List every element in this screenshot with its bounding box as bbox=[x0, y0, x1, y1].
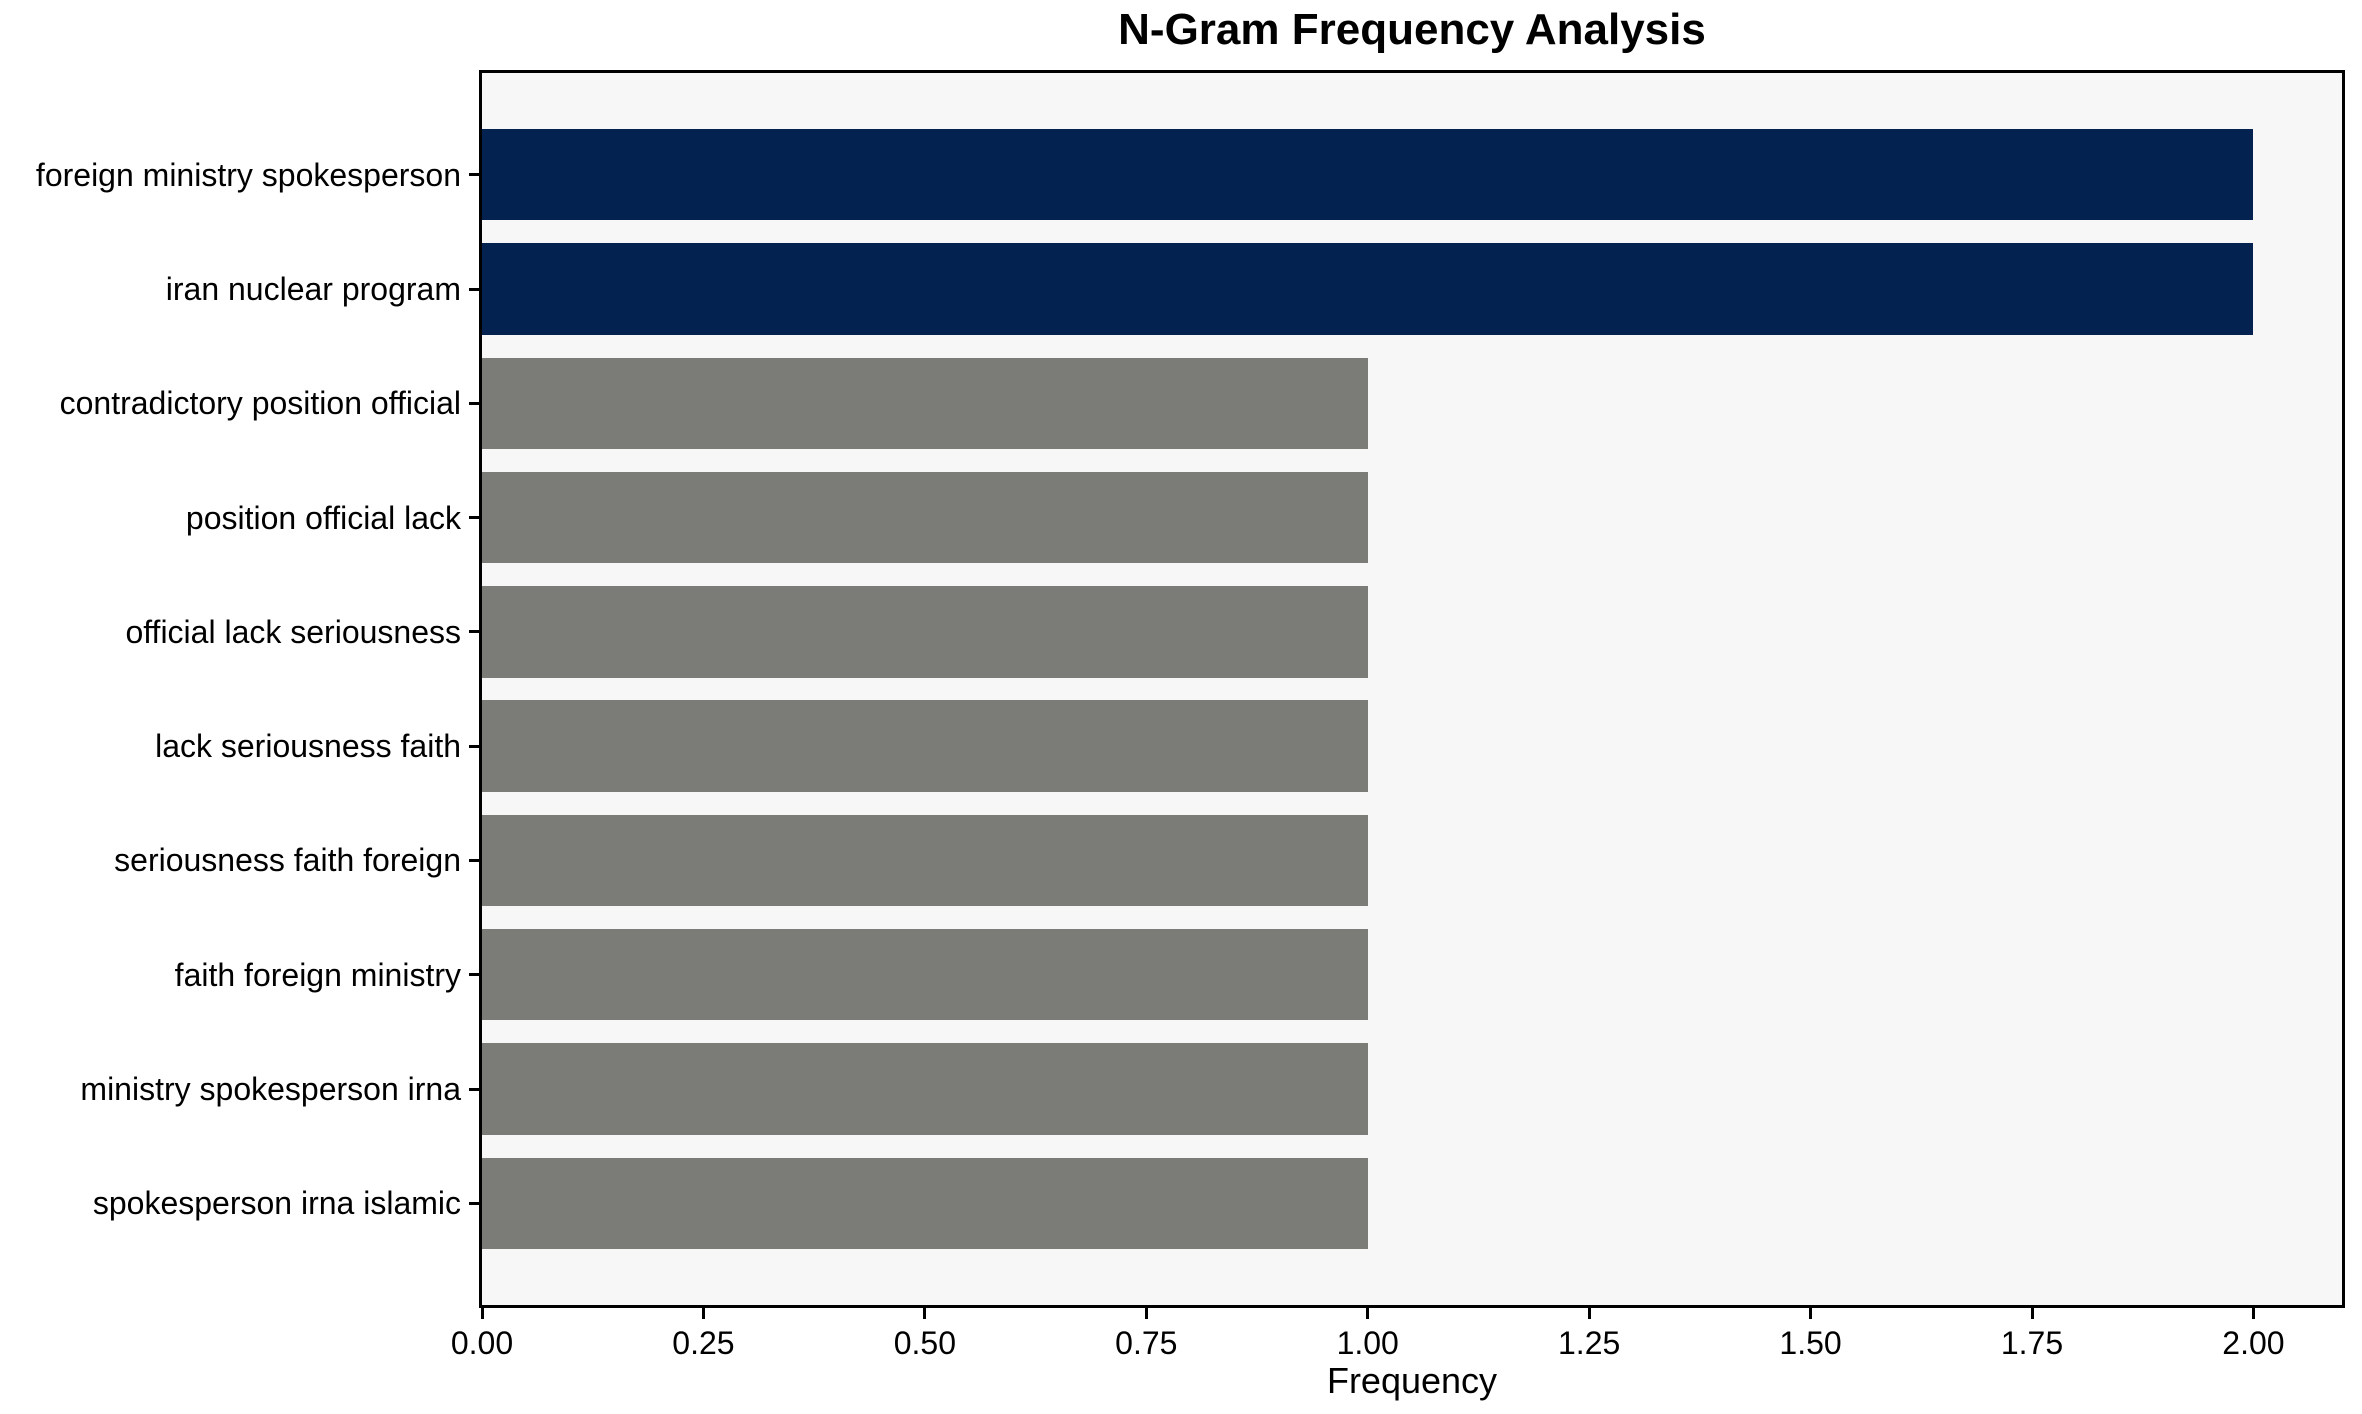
y-tick-label: faith foreign ministry bbox=[174, 956, 461, 993]
y-tick-mark bbox=[469, 973, 479, 977]
x-tick-mark bbox=[701, 1308, 705, 1319]
y-tick-mark bbox=[469, 630, 479, 634]
y-tick-label: lack seriousness faith bbox=[155, 728, 461, 765]
x-tick-label: 0.75 bbox=[1115, 1325, 1178, 1361]
bar bbox=[482, 814, 1368, 907]
x-tick-mark bbox=[923, 1308, 927, 1319]
x-tick-label: 0.50 bbox=[893, 1325, 956, 1361]
y-tick-label: iran nuclear program bbox=[165, 271, 461, 307]
x-tick-mark bbox=[480, 1308, 484, 1319]
y-tick-mark bbox=[469, 401, 479, 405]
y-tick-mark bbox=[469, 1201, 479, 1205]
x-tick-mark bbox=[1366, 1308, 1370, 1319]
x-tick-label: 2.00 bbox=[2222, 1325, 2285, 1361]
x-tick-mark bbox=[1809, 1308, 1813, 1319]
x-axis-label: Frequency bbox=[1326, 1360, 1498, 1401]
x-tick-label: 1.75 bbox=[2000, 1325, 2064, 1361]
bar bbox=[482, 471, 1368, 564]
y-tick-mark bbox=[469, 1087, 479, 1091]
x-tick-mark bbox=[2251, 1308, 2255, 1319]
chart-title: N-Gram Frequency Analysis bbox=[1118, 5, 1706, 54]
bar bbox=[482, 1043, 1368, 1135]
bar bbox=[482, 1157, 1368, 1249]
y-tick-mark bbox=[469, 858, 479, 862]
y-tick-label: contradictory position official bbox=[59, 385, 461, 422]
bar bbox=[482, 929, 1368, 1021]
x-tick-mark bbox=[1587, 1308, 1591, 1319]
x-tick-mark bbox=[1144, 1308, 1148, 1319]
y-tick-mark bbox=[469, 173, 479, 177]
x-tick-label: 1.25 bbox=[1558, 1325, 1621, 1361]
x-tick-label: 0.00 bbox=[450, 1325, 514, 1361]
y-tick-label: seriousness faith foreign bbox=[114, 842, 461, 879]
x-tick-mark bbox=[2030, 1308, 2034, 1319]
y-tick-label: official lack seriousness bbox=[125, 613, 461, 650]
bar bbox=[482, 243, 2254, 335]
y-tick-mark bbox=[469, 287, 479, 291]
y-tick-label: foreign ministry spokesperson bbox=[35, 156, 461, 193]
x-tick-label: 1.00 bbox=[1336, 1325, 1399, 1361]
y-tick-label: spokesperson irna islamic bbox=[92, 1185, 461, 1222]
bar bbox=[482, 700, 1368, 792]
bar bbox=[482, 357, 1368, 449]
bar bbox=[482, 586, 1368, 678]
y-tick-mark bbox=[469, 516, 479, 520]
y-tick-label: position official lack bbox=[185, 499, 461, 536]
bar bbox=[482, 129, 2254, 221]
x-tick-label: 0.25 bbox=[672, 1325, 735, 1361]
x-tick-label: 1.50 bbox=[1779, 1325, 1842, 1361]
y-tick-mark bbox=[469, 744, 479, 748]
y-tick-label: ministry spokesperson irna bbox=[80, 1071, 461, 1107]
